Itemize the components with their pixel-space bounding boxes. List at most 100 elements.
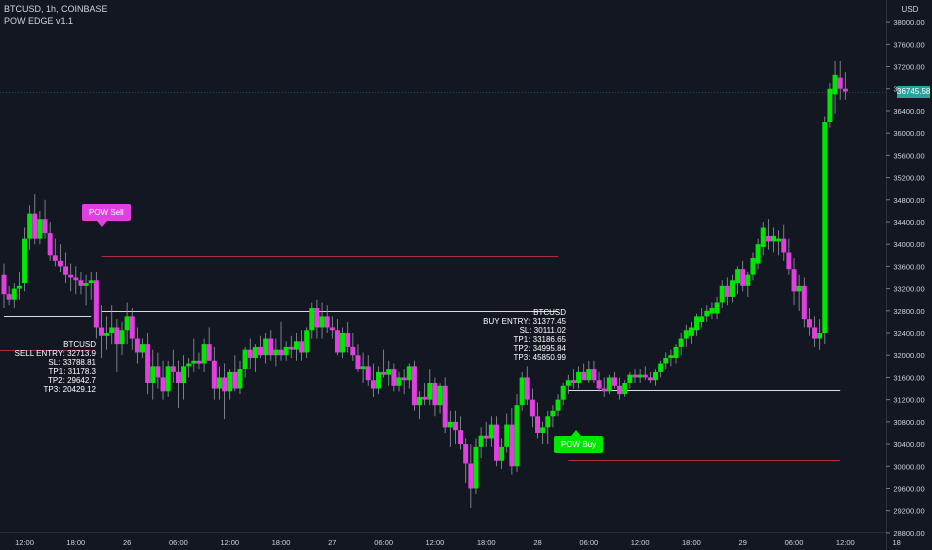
candle-body xyxy=(68,274,74,278)
candle-body xyxy=(740,269,746,286)
candle-body xyxy=(83,283,89,286)
y-tick-label: 37200.00 xyxy=(893,63,924,72)
candle-body xyxy=(186,363,192,367)
candle-body xyxy=(586,369,592,381)
candle-body xyxy=(27,213,33,239)
candle-body xyxy=(463,444,469,464)
candle-body xyxy=(555,399,561,411)
x-tick-label: 18 xyxy=(892,538,900,547)
y-tick-label: 30000.00 xyxy=(893,462,924,471)
candle-body xyxy=(406,366,412,381)
candle-body xyxy=(360,366,366,370)
y-tick-label: 33200.00 xyxy=(893,285,924,294)
buy-annotation-line: SL: 30111.02 xyxy=(519,326,566,335)
candle-body xyxy=(370,380,376,389)
candle-body xyxy=(842,88,848,92)
candle-body xyxy=(22,238,28,284)
candle-body xyxy=(319,316,325,328)
candle-body xyxy=(6,294,12,300)
candle-body xyxy=(432,382,438,406)
candle-body xyxy=(165,366,171,392)
candle-body xyxy=(73,277,79,281)
candle-body xyxy=(560,385,566,400)
x-tick-label: 06:00 xyxy=(579,538,598,547)
candle-body xyxy=(663,358,669,364)
candle-body xyxy=(350,346,356,356)
candle-body xyxy=(170,366,176,372)
x-tick-label: 12:00 xyxy=(220,538,239,547)
candle-body xyxy=(827,88,833,123)
candle-body xyxy=(175,371,181,383)
y-axis-label: USD xyxy=(902,5,919,14)
candle-body xyxy=(724,285,730,297)
candle-body xyxy=(447,421,453,428)
y-tick-label: 34000.00 xyxy=(893,240,924,249)
candle-body xyxy=(293,341,299,350)
candle-body xyxy=(776,238,782,242)
candle-body xyxy=(309,308,315,331)
indicator-name[interactable]: POW EDGE v1.1 xyxy=(4,16,74,26)
candle-body xyxy=(637,374,643,378)
candle-body xyxy=(42,219,48,234)
candle-body xyxy=(812,327,818,339)
y-tick-label: 34400.00 xyxy=(893,218,924,227)
candle-body xyxy=(232,371,238,389)
candle-body xyxy=(386,369,392,375)
candle-body xyxy=(473,446,479,489)
candle-body xyxy=(791,269,797,292)
candle-body xyxy=(237,369,243,389)
candle-body xyxy=(719,285,725,303)
candle-body xyxy=(822,122,828,334)
candle-body xyxy=(591,369,597,381)
candle-body xyxy=(504,424,510,447)
y-tick-label: 38000.00 xyxy=(893,18,924,27)
sell-annotation-line: SELL ENTRY: 32713.9 xyxy=(14,349,96,358)
candle-body xyxy=(647,377,653,381)
candle-body xyxy=(57,260,63,267)
y-tick-label: 33600.00 xyxy=(893,262,924,271)
candle-body xyxy=(391,369,397,386)
y-tick-label: 31200.00 xyxy=(893,396,924,405)
x-tick-label: 29 xyxy=(739,538,747,547)
x-tick-label: 06:00 xyxy=(374,538,393,547)
candle-body xyxy=(601,388,607,392)
candle-body xyxy=(191,360,197,364)
candle-body xyxy=(134,338,140,353)
candle-body xyxy=(535,416,541,433)
candle-body xyxy=(381,371,387,375)
x-tick-label: 06:00 xyxy=(169,538,188,547)
x-tick-label: 12:00 xyxy=(836,538,855,547)
candle-body xyxy=(375,371,381,389)
candle-body xyxy=(704,310,710,317)
candle-body xyxy=(268,338,274,356)
x-tick-label: 12:00 xyxy=(631,538,650,547)
candle-body xyxy=(283,346,289,356)
candle-body xyxy=(227,371,233,392)
candle-body xyxy=(786,252,792,270)
y-tick-label: 30800.00 xyxy=(893,418,924,427)
candle-body xyxy=(452,421,458,431)
buy-annotation: BTCUSD BUY ENTRY: 31377.45 SL: 30111.02 … xyxy=(483,308,566,362)
y-tick-label: 35200.00 xyxy=(893,174,924,183)
buy-annotation-line: BUY ENTRY: 31377.45 xyxy=(483,317,566,326)
x-tick-label: 12:00 xyxy=(15,538,34,547)
y-tick-label: 32800.00 xyxy=(893,307,924,316)
candle-body xyxy=(570,380,576,383)
candle-body xyxy=(396,377,402,386)
y-tick-label: 34800.00 xyxy=(893,196,924,205)
candle-body xyxy=(478,435,484,447)
candle-body xyxy=(499,446,505,461)
x-tick-label: 26 xyxy=(123,538,131,547)
symbol-title[interactable]: BTCUSD, 1h, COINBASE xyxy=(4,4,108,14)
y-tick-label: 37600.00 xyxy=(893,40,924,49)
candle-body xyxy=(155,366,161,378)
candle-body xyxy=(688,327,694,336)
candle-body xyxy=(529,399,535,417)
y-tick-label: 29200.00 xyxy=(893,507,924,516)
candle-body xyxy=(222,377,228,392)
candle-body xyxy=(714,302,720,314)
sell-annotation-line: SL: 33788.81 xyxy=(48,358,96,367)
candle-body xyxy=(760,227,766,247)
candle-body xyxy=(771,235,776,242)
